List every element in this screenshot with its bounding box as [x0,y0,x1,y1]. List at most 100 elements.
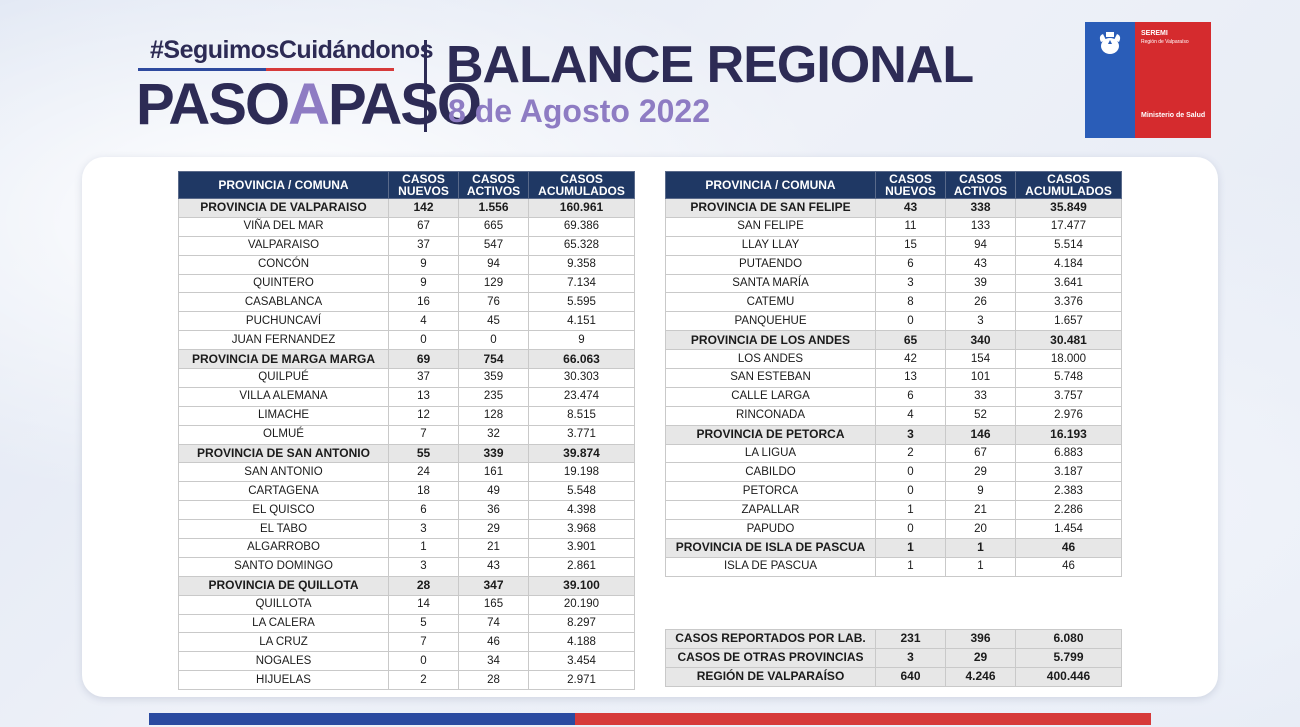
cell-activos: 36 [458,500,529,521]
commune-row: RINCONADA 4 52 2.976 [665,405,1122,426]
cell-acumulados: 8.297 [528,613,635,634]
province-row: PROVINCIA DE QUILLOTA 28 347 39.100 [178,575,635,596]
col-header-nuevos: CASOS NUEVOS [875,171,946,199]
cell-nuevos: 142 [388,198,459,218]
cell-activos: 3 [945,311,1016,332]
cell-activos: 4.246 [945,666,1016,687]
seremi-text: SEREMI [1141,30,1168,37]
commune-row: QUINTERO 9 129 7.134 [178,273,635,294]
commune-row: SAN ANTONIO 24 161 19.198 [178,462,635,483]
ministry-label: Ministerio de Salud [1141,112,1206,119]
col-header-name: PROVINCIA / COMUNA [665,171,876,199]
cell-nuevos: 67 [388,216,459,237]
col-header-activos: CASOS ACTIVOS [945,171,1016,199]
cell-name: JUAN FERNANDEZ [178,330,389,351]
cell-acumulados: 5.748 [1015,368,1122,388]
cell-activos: 33 [945,386,1016,407]
cell-acumulados: 18.000 [1015,349,1122,370]
cell-nuevos: 2 [875,443,946,464]
cell-activos: 146 [945,424,1016,445]
cell-name: CALLE LARGA [665,386,876,407]
cell-name: PROVINCIA DE SAN FELIPE [665,198,876,218]
cell-name: ZAPALLAR [665,500,876,521]
cell-name: SANTO DOMINGO [178,556,389,577]
cell-acumulados: 3.454 [528,651,635,672]
commune-row: SANTO DOMINGO 3 43 2.861 [178,556,635,577]
cell-acumulados: 6.883 [1015,443,1122,464]
hashtag: #SeguimosCuidándonos [150,36,434,64]
cell-acumulados: 2.976 [1015,405,1122,426]
cell-name: PAPUDO [665,519,876,540]
cell-activos: 94 [945,235,1016,256]
province-row: PROVINCIA DE PETORCA 3 146 16.193 [665,424,1122,445]
cell-acumulados: 4.151 [528,311,635,332]
commune-row: LA CALERA 5 74 8.297 [178,613,635,634]
cell-nuevos: 37 [388,368,459,388]
seremi-logo: SEREMI Región de Valparaíso Ministerio de… [1085,22,1211,138]
hashtag-underline [138,68,394,71]
cell-name: RINCONADA [665,405,876,426]
coat-of-arms-icon [1099,32,1121,54]
cell-activos: 340 [945,330,1016,351]
cell-activos: 52 [945,405,1016,426]
cell-nuevos: 18 [388,481,459,502]
cell-nuevos: 43 [875,198,946,218]
commune-row: PAPUDO 0 20 1.454 [665,519,1122,540]
page-title: BALANCE REGIONAL [446,36,974,94]
cell-activos: 45 [458,311,529,332]
commune-row: CALLE LARGA 6 33 3.757 [665,386,1122,407]
cell-activos: 74 [458,613,529,634]
cell-acumulados: 2.286 [1015,500,1122,521]
table-header-row: PROVINCIA / COMUNA CASOS NUEVOS CASOS ACTI… [665,171,1122,199]
cell-activos: 165 [458,594,529,615]
cell-acumulados: 3.641 [1015,273,1122,294]
cell-acumulados: 20.190 [528,594,635,615]
cell-acumulados: 39.874 [528,443,635,464]
commune-row: LA LIGUA 2 67 6.883 [665,443,1122,464]
cell-nuevos: 3 [388,519,459,540]
cell-nuevos: 24 [388,462,459,483]
cell-name: SAN FELIPE [665,216,876,237]
cell-activos: 235 [458,386,529,407]
cell-nuevos: 6 [388,500,459,521]
col-header-name: PROVINCIA / COMUNA [178,171,389,199]
commune-row: CABILDO 0 29 3.187 [665,462,1122,483]
cell-activos: 128 [458,405,529,426]
cell-activos: 1 [945,538,1016,558]
cell-name: LA LIGUA [665,443,876,464]
cell-name: PROVINCIA DE LOS ANDES [665,330,876,351]
cell-name: LIMACHE [178,405,389,426]
cell-nuevos: 13 [388,386,459,407]
cell-activos: 32 [458,424,529,445]
commune-row: NOGALES 0 34 3.454 [178,651,635,672]
cell-name: PROVINCIA DE MARGA MARGA [178,349,389,370]
paso-a-paso-logo: PASOAPASO [136,72,482,138]
region-text: Región de Valparaíso [1141,39,1189,45]
right-cases-table: PROVINCIA / COMUNA CASOS NUEVOS CASOS ACTI… [665,171,1122,577]
cell-nuevos: 3 [875,424,946,445]
commune-row: QUILLOTA 14 165 20.190 [178,594,635,615]
summary-row: CASOS REPORTADOS POR LAB. 231 396 6.080 [665,629,1122,649]
cell-nuevos: 3 [875,647,946,668]
cell-activos: 129 [458,273,529,294]
cell-nuevos: 11 [875,216,946,237]
cell-name: QUILLOTA [178,594,389,615]
cell-nuevos: 15 [875,235,946,256]
cell-nuevos: 9 [388,254,459,275]
cell-name: PROVINCIA DE ISLA DE PASCUA [665,538,876,558]
commune-row: EL TABO 3 29 3.968 [178,519,635,540]
cell-acumulados: 5.514 [1015,235,1122,256]
cell-activos: 21 [458,538,529,558]
cell-nuevos: 1 [875,538,946,558]
cell-nuevos: 7 [388,632,459,653]
cell-nuevos: 0 [388,651,459,672]
cell-activos: 359 [458,368,529,388]
cell-acumulados: 4.398 [528,500,635,521]
cell-acumulados: 1.454 [1015,519,1122,540]
cell-activos: 9 [945,481,1016,502]
cell-nuevos: 2 [388,670,459,691]
commune-row: LIMACHE 12 128 8.515 [178,405,635,426]
commune-row: VILLA ALEMANA 13 235 23.474 [178,386,635,407]
cell-name: LOS ANDES [665,349,876,370]
cell-activos: 665 [458,216,529,237]
